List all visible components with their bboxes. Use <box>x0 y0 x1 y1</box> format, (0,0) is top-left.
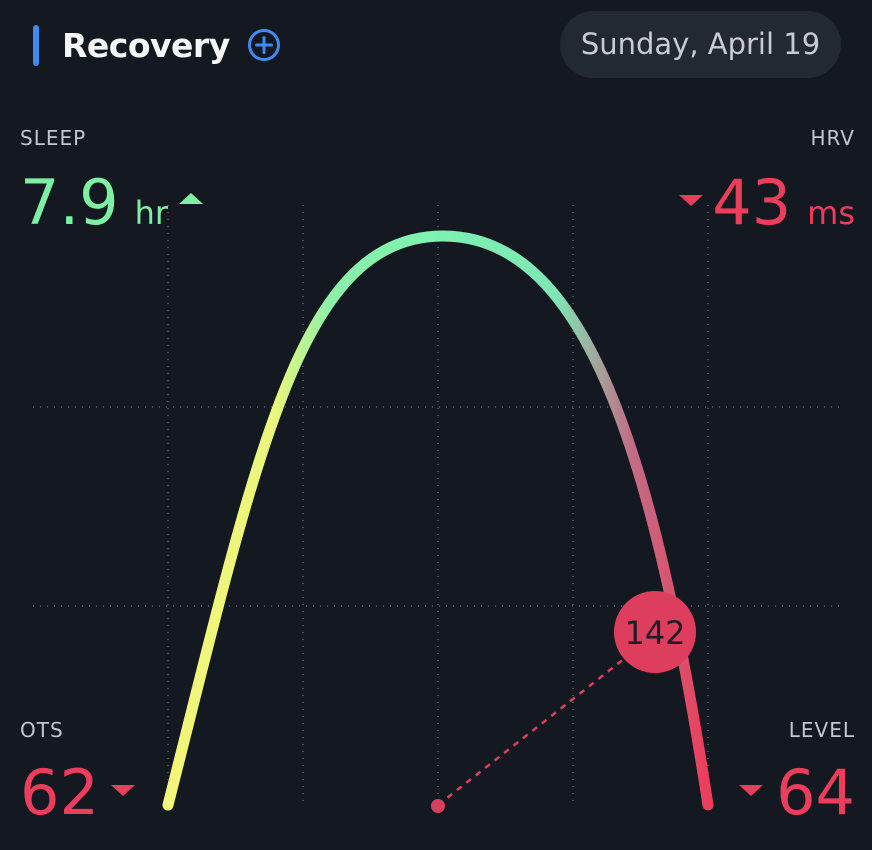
hrv-label: HRV <box>810 126 855 150</box>
trend-down-icon <box>679 195 703 206</box>
hrv-value: 43 ms <box>712 172 855 234</box>
trend-up-icon <box>179 193 203 204</box>
page-title: Recovery <box>62 26 230 65</box>
title-accent-bar <box>33 25 39 66</box>
ots-number: 62 <box>20 756 99 829</box>
sleep-number: 7.9 <box>20 166 119 239</box>
plus-circle-icon[interactable] <box>247 28 281 62</box>
sleep-unit: hr <box>134 194 169 232</box>
date-selector[interactable]: Sunday, April 19 <box>560 11 841 78</box>
chart-grid <box>33 205 840 805</box>
hrv-number: 43 <box>712 166 792 239</box>
sleep-value: 7.9 hr <box>20 172 168 234</box>
marker-value: 142 <box>624 614 685 652</box>
level-number: 64 <box>776 756 855 829</box>
baseline-dot <box>431 799 445 813</box>
ots-label: OTS <box>20 718 64 742</box>
recovery-curve <box>162 230 714 811</box>
level-value: 64 <box>776 762 855 824</box>
ots-value: 62 <box>20 762 99 824</box>
trend-down-icon <box>739 785 763 796</box>
hrv-unit: ms <box>807 194 855 232</box>
marker-connector <box>437 639 649 806</box>
trend-down-icon <box>111 785 135 796</box>
marker-badge <box>614 591 696 673</box>
level-label: LEVEL <box>788 718 855 742</box>
sleep-label: SLEEP <box>20 126 87 150</box>
